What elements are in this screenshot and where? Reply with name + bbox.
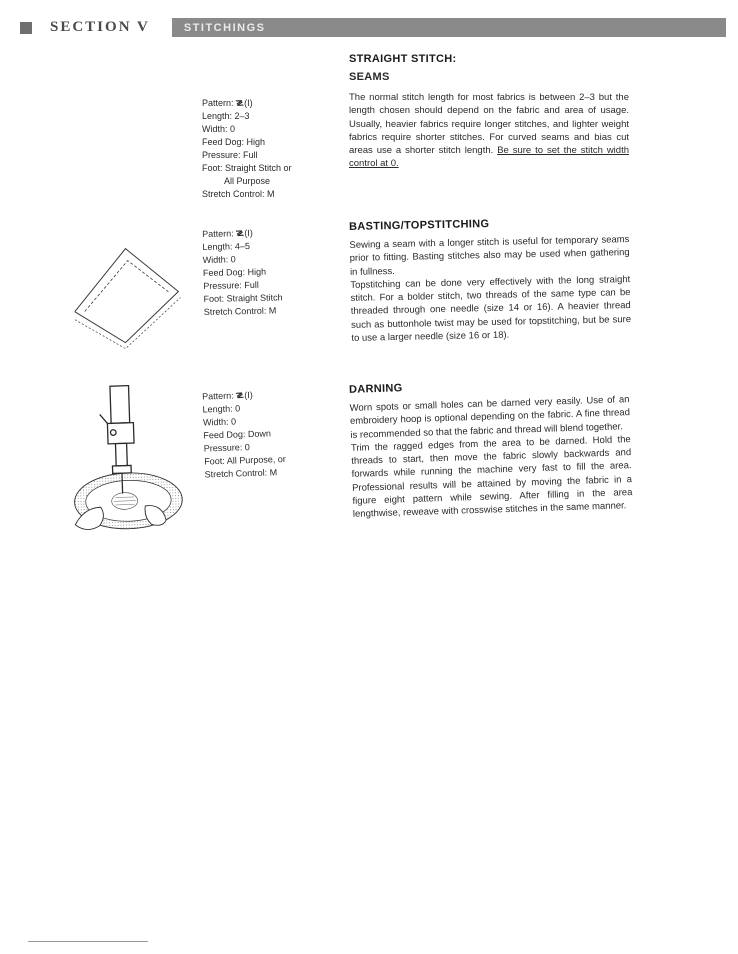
manual-page: SECTION V STITCHINGS Pattern: ≷ (I) Leng… — [0, 0, 738, 954]
subheading-seams: SEAMS — [349, 71, 629, 83]
settings-line: Pressure: Full — [202, 149, 337, 162]
footer-rule — [28, 941, 148, 942]
figure-seams — [60, 53, 190, 193]
settings-seams: Pattern: ≷ (I) Length: 2–3 Width: 0 Feed… — [202, 53, 337, 201]
settings-line: Stretch Control: M — [204, 304, 339, 320]
banner-label: STITCHINGS — [184, 22, 266, 34]
pattern-icon: ≷ — [234, 389, 244, 403]
settings-line: Foot: Straight Stitch or — [202, 162, 337, 175]
page-content: Pattern: ≷ (I) Length: 2–3 Width: 0 Feed… — [20, 53, 726, 533]
pattern-icon: ≷ — [234, 97, 243, 111]
heading-basting: BASTING/TOPSTITCHING — [349, 216, 629, 234]
text-col-darning: DARNING Worn spots or small holes can be… — [349, 376, 633, 522]
settings-line: Length: 2–3 — [202, 110, 337, 123]
basting-illustration — [65, 240, 187, 352]
pattern-icon: ≷ — [234, 227, 244, 241]
header-row: SECTION V STITCHINGS — [20, 18, 726, 37]
header-square-mark — [20, 22, 32, 34]
block-basting: Pattern: ≷ (I) Length: 4–5 Width: 0 Feed… — [60, 214, 729, 368]
settings-line: Feed Dog: High — [202, 136, 337, 149]
banner: STITCHINGS — [172, 18, 726, 37]
figure-darning — [60, 389, 194, 533]
settings-line: Stretch Control: M — [204, 465, 339, 482]
settings-line: Width: 0 — [202, 123, 337, 136]
settings-line: Pattern: ≷ (I) — [202, 97, 337, 110]
body-darning: Worn spots or small holes can be darned … — [349, 394, 633, 522]
settings-basting: Pattern: ≷ (I) Length: 4–5 Width: 0 Feed… — [202, 222, 339, 320]
heading-seams: STRAIGHT STITCH: — [349, 53, 629, 65]
text-col-seams: STRAIGHT STITCH: SEAMS The normal stitch… — [349, 53, 629, 171]
body-seams: The normal stitch length for most fabric… — [349, 91, 629, 171]
darning-illustration — [60, 374, 195, 548]
settings-line: All Purpose — [202, 175, 337, 188]
text-col-basting: BASTING/TOPSTITCHING Sewing a seam with … — [349, 216, 632, 346]
settings-darning: Pattern: ≷ (I) Length: 0 Width: 0 Feed D… — [202, 385, 340, 483]
settings-line: Stretch Control: M — [202, 188, 337, 201]
block-seams: Pattern: ≷ (I) Length: 2–3 Width: 0 Feed… — [60, 53, 726, 201]
figure-basting — [60, 225, 193, 368]
section-label: SECTION V — [50, 19, 150, 36]
body-basting: Sewing a seam with a longer stitch is us… — [349, 234, 631, 346]
block-darning: Pattern: ≷ (I) Length: 0 Width: 0 Feed D… — [60, 373, 730, 534]
heading-darning: DARNING — [349, 376, 629, 397]
